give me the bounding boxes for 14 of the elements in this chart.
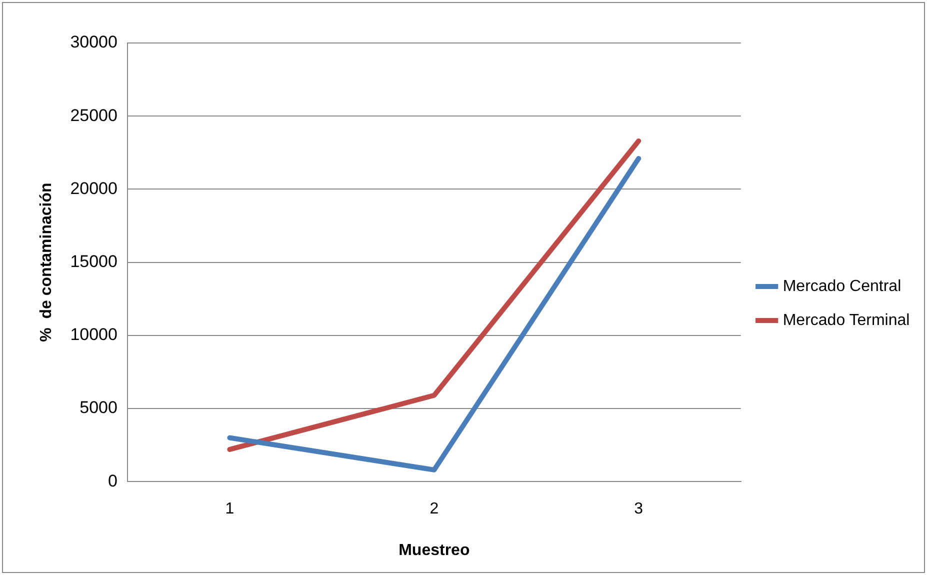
x-tick-label: 3 [634, 500, 644, 518]
x-tick-label: 2 [430, 500, 439, 518]
y-tick-label: 20000 [70, 178, 118, 198]
x-tick-label: 1 [225, 500, 234, 518]
y-tick-label: 5000 [80, 398, 118, 418]
y-tick-label: 0 [108, 471, 118, 490]
y-tick-label: 30000 [70, 32, 118, 52]
legend-label: Mercado Terminal [782, 312, 910, 329]
x-axis-title: Muestreo [398, 542, 470, 559]
y-tick-label: 10000 [70, 325, 118, 344]
y-tick-label: 15000 [70, 252, 118, 271]
legend-label: Mercado Central [782, 278, 902, 295]
y-axis-title: % de contaminación [38, 182, 56, 342]
y-tick-label: 25000 [70, 106, 118, 125]
